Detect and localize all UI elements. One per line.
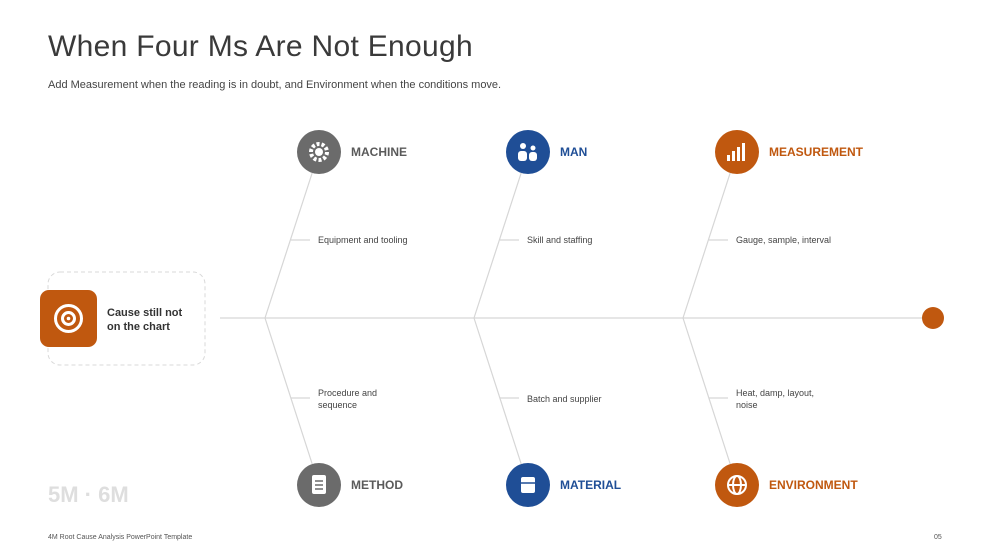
icon-shape [309, 142, 329, 162]
subtitle: Add Measurement when the reading is in d… [48, 79, 502, 91]
branch-label: MATERIAL [560, 478, 622, 492]
icon-shape [520, 143, 526, 149]
man-icon [506, 130, 550, 174]
watermark: 5M · 6M [48, 482, 129, 507]
icon-shape [521, 477, 535, 493]
head-dot [922, 307, 944, 329]
branch-label: MACHINE [351, 145, 407, 159]
bone [264, 317, 320, 486]
icon-shape [530, 145, 536, 151]
icon-shape [315, 480, 323, 490]
cause-label: Procedure and sequence [318, 388, 378, 410]
icon-shape [61, 311, 76, 326]
icon-shape [518, 151, 527, 161]
title: When Four Ms Are Not Enough [48, 30, 473, 63]
branch-label: METHOD [351, 478, 403, 492]
branch-label: ENVIRONMENT [769, 478, 858, 492]
bone [473, 317, 529, 486]
cause-label: Heat, damp, layout, noise [736, 388, 815, 410]
icon-shape [54, 304, 83, 333]
cause-label: Equipment and tooling [318, 235, 408, 245]
icon-shape [66, 316, 71, 321]
page-number: 05 [934, 534, 942, 541]
icon-shape [727, 475, 747, 495]
cause-label: Skill and staffing [527, 235, 593, 245]
cause-label: Batch and supplier [527, 394, 602, 404]
icon-shape [529, 152, 537, 161]
bone [682, 151, 738, 319]
bones [220, 151, 925, 486]
branch-label: MEASUREMENT [769, 145, 864, 159]
icon-shape [315, 148, 323, 156]
footer-text: 4M Root Cause Analysis PowerPoint Templa… [48, 534, 193, 541]
bone [264, 151, 320, 319]
branch-label: MAN [560, 145, 588, 159]
bone [682, 317, 738, 486]
bone [473, 151, 529, 319]
problem-label: Cause still not on the chart [107, 307, 183, 333]
icon-shape [727, 143, 745, 161]
cause-label: Gauge, sample, interval [736, 235, 832, 245]
